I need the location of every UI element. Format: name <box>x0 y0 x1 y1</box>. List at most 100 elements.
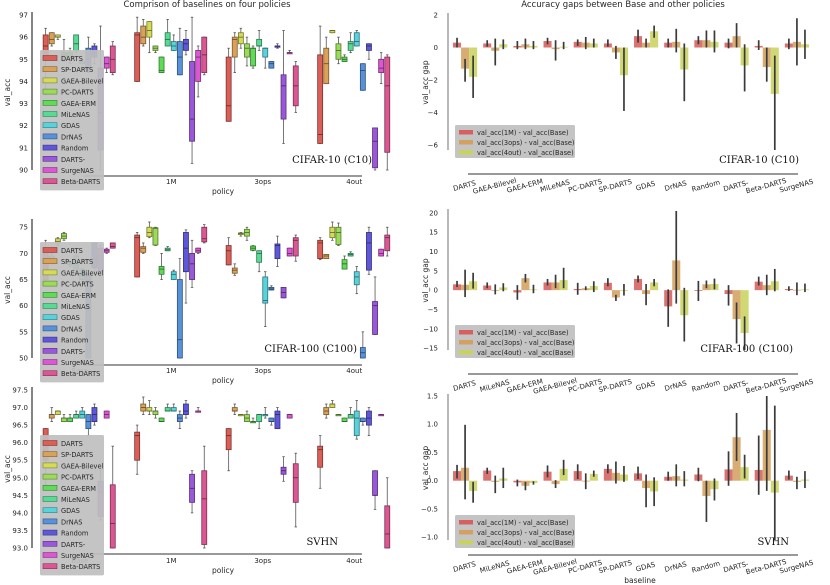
bar-pc-darts-series1 <box>573 39 582 48</box>
x-tick-label: SP-DARTS <box>598 378 634 395</box>
bar-darts--series1 <box>724 38 733 49</box>
y-tick-label: −2 <box>428 77 438 85</box>
legend-label: DARTS- <box>61 156 86 164</box>
y-tick-label: −6 <box>428 142 439 150</box>
box-sp-darts-1m <box>140 19 147 47</box>
legend-label: Beta-DARTS <box>61 563 100 571</box>
box-body <box>366 43 372 51</box>
x-axis-label: policy <box>212 376 235 385</box>
legend-label: SurgeNAS <box>61 359 94 367</box>
box-body <box>158 417 165 423</box>
legend-swatch <box>459 140 473 145</box>
y-tick-label: 95.0 <box>12 474 28 482</box>
legend-swatch <box>42 178 58 184</box>
bar-sp-darts-series2 <box>611 461 620 484</box>
y-tick-label: 60 <box>19 302 28 310</box>
box-gdas-1m <box>170 34 177 51</box>
legend-swatch <box>42 247 58 253</box>
bar-surgenas-series1 <box>784 470 793 481</box>
box-drnas-4out <box>359 63 366 91</box>
y-tick-label: 96.0 <box>12 439 28 447</box>
box-beta-darts-4out <box>384 477 391 549</box>
bar-sp-darts-series3 <box>619 47 628 111</box>
box-beta-darts-4out <box>384 226 391 257</box>
legend: DARTS SP-DARTS GAEA-Bilevel PC-DARTS GAEA-ER… <box>40 242 104 383</box>
y-tick-label: 5 <box>434 267 438 275</box>
y-tick-label: 91 <box>19 144 28 152</box>
legend-swatch <box>42 167 58 173</box>
box-body <box>73 414 80 419</box>
y-tick-label: 1.0 <box>427 421 438 429</box>
y-tick-label: 0 <box>434 44 438 52</box>
box-body <box>176 41 183 76</box>
bar-gaea-erm-series1 <box>513 479 522 487</box>
x-tick-label: GDAS <box>635 179 657 192</box>
legend-swatch <box>42 359 58 365</box>
legend-swatch <box>459 530 473 535</box>
x-tick-label: Random <box>691 559 721 574</box>
legend-swatch <box>459 340 473 345</box>
box-body <box>378 248 385 257</box>
box-body <box>54 410 61 415</box>
box-random-4out <box>366 226 372 275</box>
legend-swatch <box>42 552 58 558</box>
box-body <box>341 417 348 423</box>
box-drnas-1m <box>176 258 183 359</box>
legend-label: GDAS <box>61 314 80 322</box>
legend-swatch <box>42 111 58 117</box>
y-tick-label: 97.5 <box>12 387 28 395</box>
bar-darts-series2 <box>461 47 470 82</box>
box-body <box>225 245 232 266</box>
dataset-annotation: CIFAR-10 (C10) <box>292 155 372 166</box>
box-surgenas-1m <box>195 247 202 254</box>
bar-gaea-bilevel-series2 <box>551 274 560 291</box>
box-darts-4out <box>317 435 324 489</box>
legend: DARTS SP-DARTS GAEA-Bilevel PC-DARTS GAEA-ER… <box>40 435 104 576</box>
box-body <box>189 252 195 280</box>
x-axis-label: baseline <box>624 576 656 585</box>
legend-swatch <box>42 325 58 332</box>
bar-beta-darts-series2 <box>762 274 771 296</box>
bar-pc-darts-series3 <box>589 470 598 481</box>
box-body <box>146 226 153 238</box>
legend-label: SurgeNAS <box>61 167 94 175</box>
box-body <box>103 56 110 69</box>
bar-gdas-series2 <box>642 283 651 306</box>
bar-milenas-series1 <box>483 467 492 481</box>
y-tick-label: 92 <box>19 122 28 130</box>
y-tick-label: 75 <box>19 224 28 232</box>
y-tick-label: 95 <box>19 56 28 64</box>
box-body <box>48 414 55 419</box>
bar-gaea-bilevel-series1 <box>483 40 492 48</box>
bar-sp-darts-series3 <box>619 283 628 296</box>
box-pc-darts-1m <box>152 226 159 246</box>
box-drnas-base <box>85 414 92 437</box>
legend-swatch <box>42 473 58 480</box>
box-body <box>323 47 330 85</box>
legend-background <box>455 125 575 158</box>
box-body <box>353 271 360 286</box>
box-darts--1m <box>189 16 195 164</box>
box-gaea-erm-1m <box>158 252 165 280</box>
box-body <box>268 417 275 423</box>
bar-drnas-series1 <box>664 471 673 481</box>
bar-beta-darts-series3 <box>770 405 779 540</box>
box-random-1m <box>183 400 189 419</box>
legend-label: Random <box>61 145 88 153</box>
y-axis-label: val_acc <box>3 276 12 304</box>
box-pc-darts-base <box>61 232 67 241</box>
box-body <box>317 54 324 144</box>
legend-swatch <box>42 440 58 446</box>
boxplot-panel-2: 505560657075val_accBase1M3ops4outpolicyD… <box>3 219 391 385</box>
y-tick-label: 20 <box>429 209 438 217</box>
box-gaea-erm-1m <box>158 56 165 73</box>
legend-label: val_acc(3ops) - val_acc(Base) <box>477 529 575 537</box>
bar-darts--series2 <box>732 290 741 344</box>
legend-label: val_acc(3ops) - val_acc(Base) <box>477 139 575 147</box>
legend-swatch <box>459 350 473 355</box>
bar <box>589 473 598 481</box>
legend-background <box>455 325 575 358</box>
box-body <box>134 431 141 461</box>
bar-drnas-series1 <box>664 289 673 327</box>
